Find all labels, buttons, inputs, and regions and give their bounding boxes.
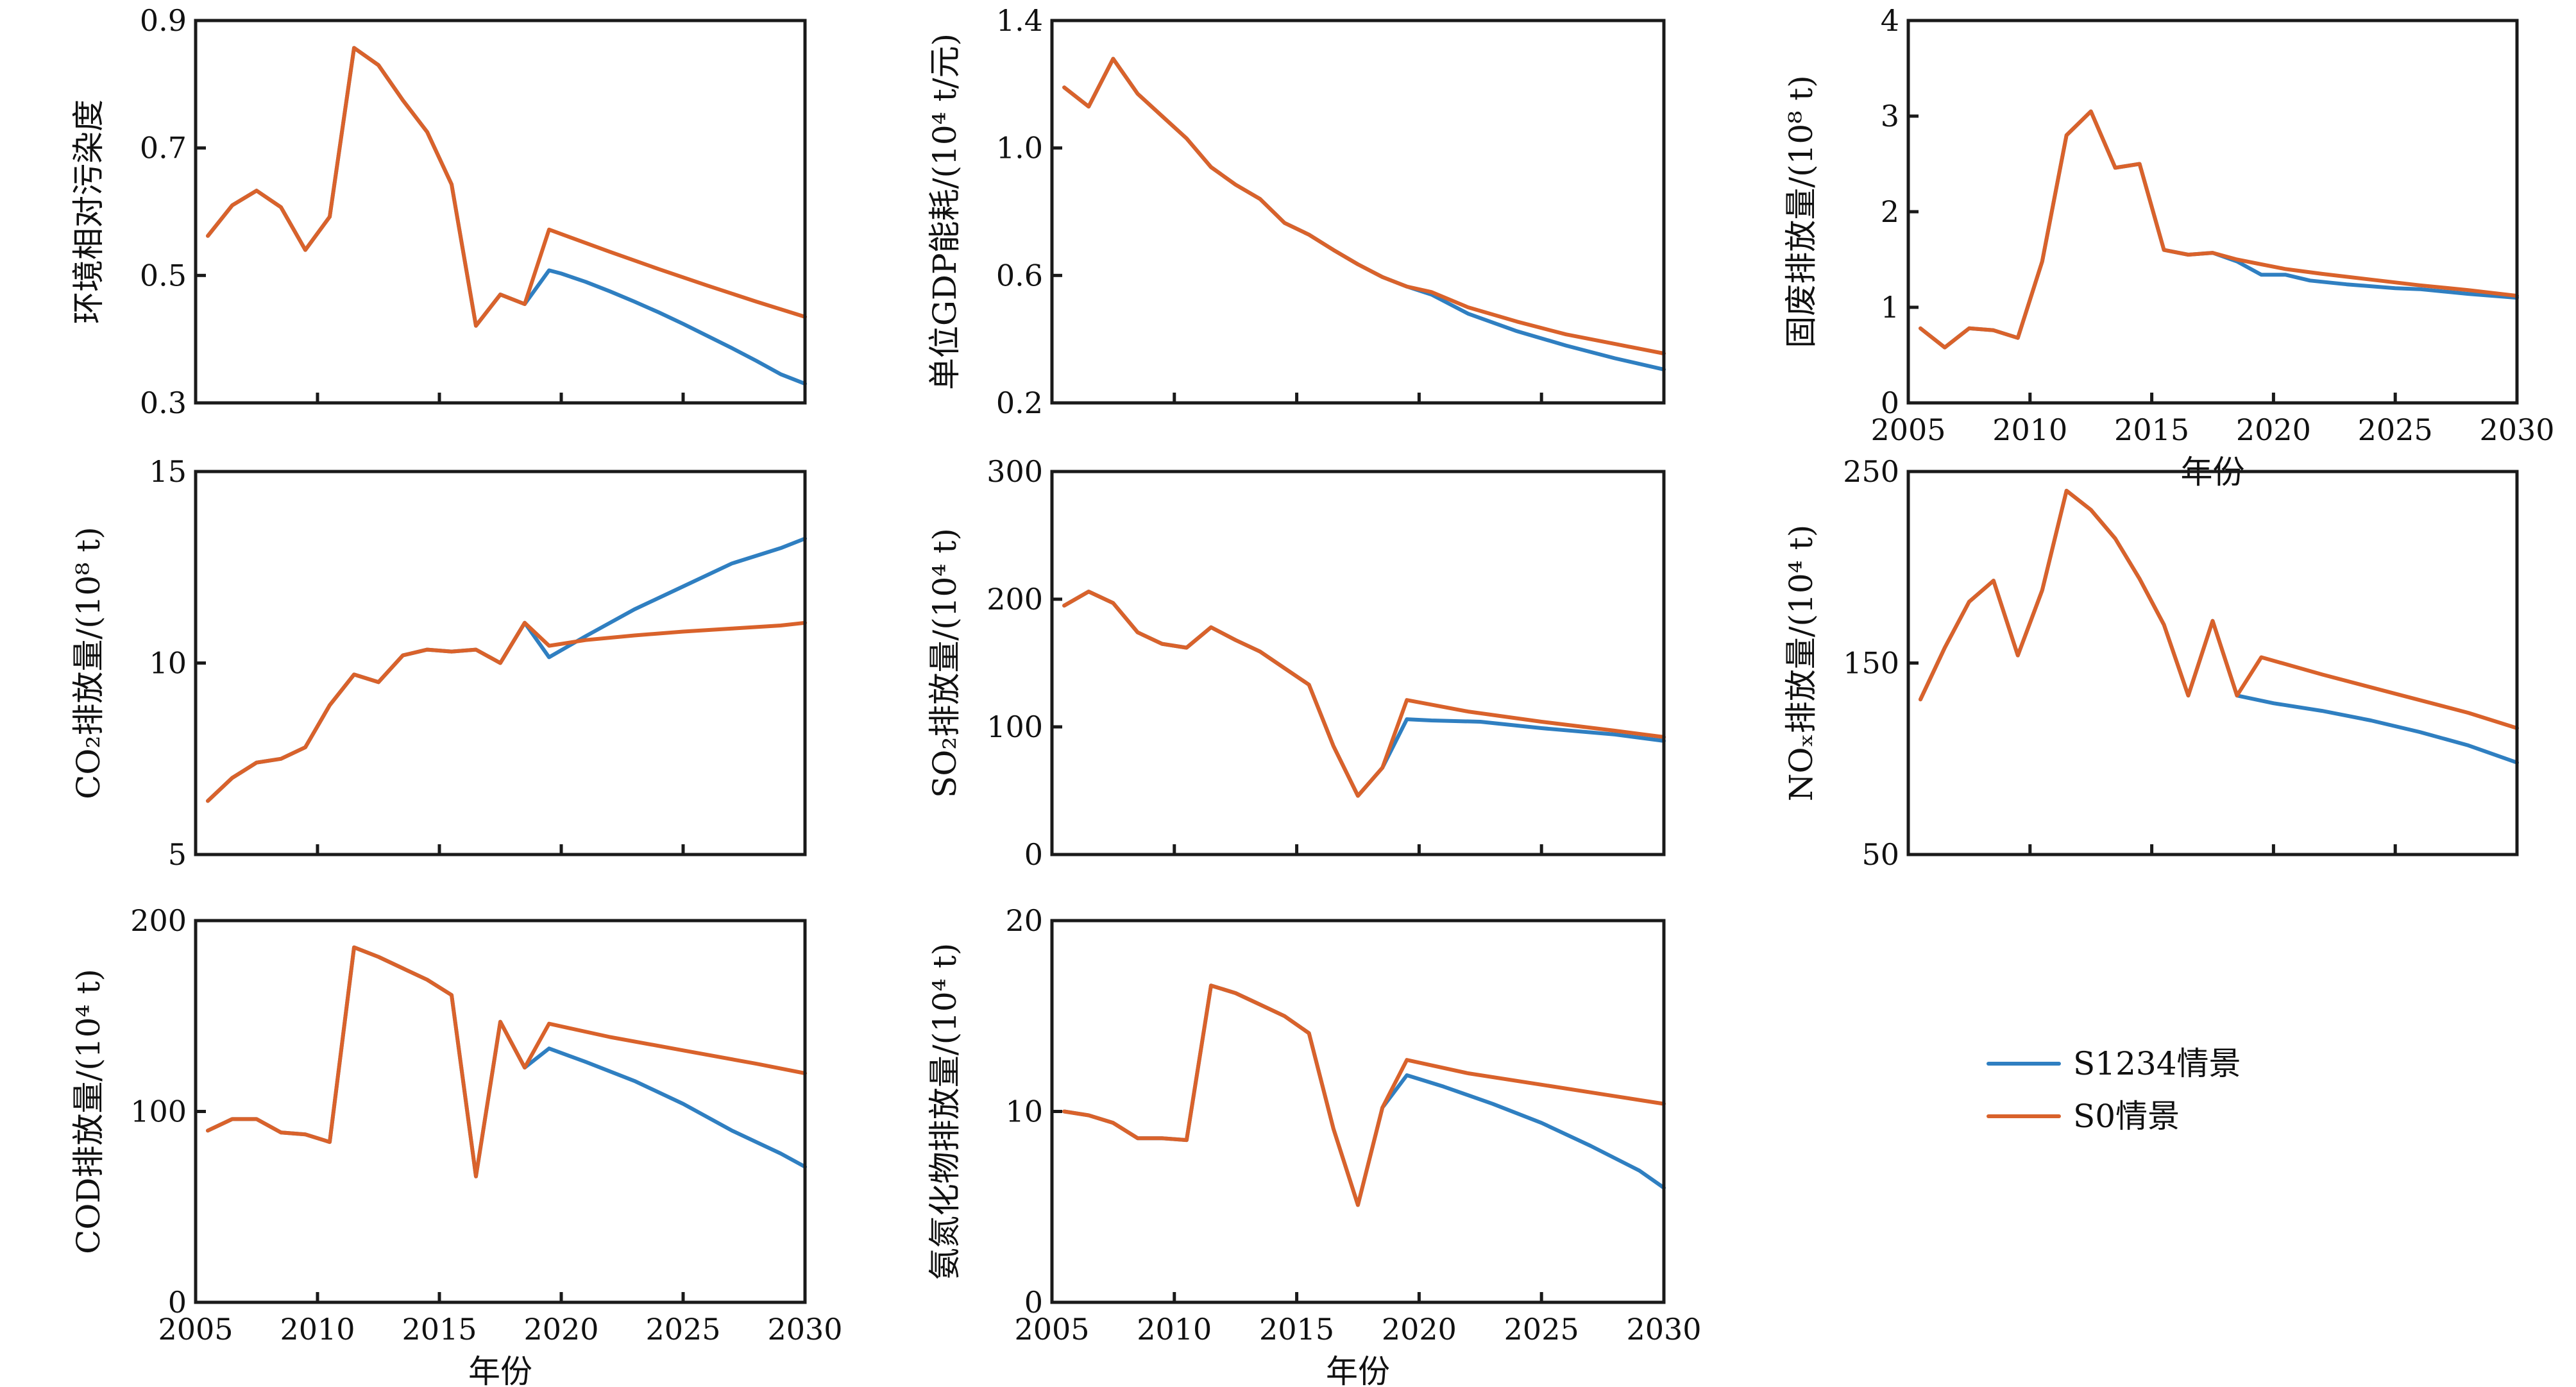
series-line-s0 — [1062, 56, 1666, 355]
y-tick-label: 0 — [168, 1285, 187, 1320]
y-axis-title: COD排放量/(10⁴ t) — [70, 969, 107, 1254]
x-axis-title: 年份 — [1326, 1353, 1390, 1387]
y-tick-label: 1.0 — [996, 131, 1043, 166]
legend: S1234情景 S0情景 — [1987, 1045, 2241, 1135]
series-line-s1234 — [1062, 983, 1666, 1207]
y-axis-title: 环境相对污染度 — [70, 99, 107, 324]
x-tick-label: 2010 — [280, 1312, 355, 1347]
y-tick-label: 0 — [1881, 386, 1899, 420]
legend-label-s1234: S1234情景 — [2073, 1045, 2241, 1082]
panel-5: 0 100 200 300 SO₂排放量/(10⁴ t) — [926, 454, 1666, 872]
y-tick-label: 0.7 — [140, 131, 187, 166]
series-line-s0 — [1062, 590, 1666, 798]
y-tick-label: 50 — [1861, 837, 1899, 872]
x-tick-label: 2015 — [2114, 413, 2189, 447]
y-tick-label: 1.4 — [996, 3, 1043, 38]
y-tick-label: 250 — [1843, 454, 1899, 489]
y-tick-label: 5 — [168, 837, 187, 872]
y-tick-label: 150 — [1843, 646, 1899, 681]
x-axis-title: 年份 — [468, 1353, 532, 1387]
x-tick-label: 2005 — [1870, 413, 1945, 447]
x-tick-label: 2025 — [645, 1312, 720, 1347]
y-tick-label: 10 — [149, 646, 187, 681]
panel-3: 2005 2010 2015 2020 2025 2030 0 1 2 3 4 固废排放量/(10⁸ … — [1783, 3, 2555, 491]
series-line-s1234 — [206, 945, 807, 1179]
series-line-s0 — [1062, 983, 1666, 1207]
panel-frame — [1906, 19, 2519, 405]
panel-frame — [1050, 919, 1666, 1304]
x-tick-label: 2030 — [2479, 413, 2554, 447]
y-axis-title: 氨氮化物排放量/(10⁴ t) — [926, 943, 963, 1281]
y-tick-label: 0.3 — [140, 386, 187, 420]
y-tick-label: 2 — [1881, 194, 1899, 229]
panel-4: 5 10 15 CO₂排放量/(10⁸ t) — [70, 454, 807, 872]
x-tick-label: 2005 — [1014, 1312, 1089, 1347]
panels-layer: 0.3 0.5 0.7 0.9 环境相对污染度 0.2 0.6 1.0 1.4 单位GDP能耗/(… — [70, 3, 2555, 1387]
x-tick-label: 2020 — [2236, 413, 2311, 447]
y-tick-label: 200 — [130, 903, 187, 938]
panel-7: 2005 2010 2015 2020 2025 2030 0 100 200 COD排放量/(1… — [70, 903, 843, 1387]
panel-2: 0.2 0.6 1.0 1.4 单位GDP能耗/(10⁴ t/元) — [926, 3, 1666, 420]
panel-frame — [1906, 470, 2519, 856]
panel-frame — [1050, 470, 1666, 856]
x-tick-label: 2015 — [1259, 1312, 1334, 1347]
x-tick-label: 2025 — [2358, 413, 2433, 447]
series-line-s0 — [206, 46, 807, 328]
y-tick-label: 0 — [1024, 1285, 1043, 1320]
y-tick-label: 0.6 — [996, 258, 1043, 293]
y-axis-title: SO₂排放量/(10⁴ t) — [926, 528, 963, 798]
x-tick-label: 2010 — [1137, 1312, 1212, 1347]
y-tick-label: 0.9 — [140, 3, 187, 38]
legend-label-s0: S0情景 — [2073, 1098, 2180, 1135]
x-tick-label: 2005 — [158, 1312, 233, 1347]
panel-8: 2005 2010 2015 2020 2025 2030 0 10 20 氨氮化物排放量/(10… — [926, 903, 1702, 1387]
y-tick-label: 3 — [1881, 99, 1899, 133]
y-tick-label: 20 — [1005, 903, 1043, 938]
y-tick-label: 200 — [987, 582, 1043, 617]
y-axis-title: 单位GDP能耗/(10⁴ t/元) — [926, 33, 963, 390]
y-axis-title: 固废排放量/(10⁸ t) — [1783, 75, 1820, 348]
y-axis-title: CO₂排放量/(10⁸ t) — [70, 527, 107, 799]
series-line-s1234 — [206, 536, 807, 803]
x-tick-label: 2020 — [1382, 1312, 1457, 1347]
series-line-s0 — [206, 945, 807, 1179]
panel-frame — [1050, 19, 1666, 405]
y-tick-label: 100 — [987, 710, 1043, 744]
panel-1: 0.3 0.5 0.7 0.9 环境相对污染度 — [70, 3, 807, 420]
panel-frame — [194, 919, 807, 1304]
y-tick-label: 0 — [1024, 837, 1043, 872]
panel-6: 50 150 250 NOₓ排放量/(10⁴ t) — [1783, 454, 2519, 872]
y-tick-label: 0.2 — [996, 386, 1043, 420]
series-line-s0 — [206, 620, 807, 803]
x-tick-label: 2025 — [1504, 1312, 1579, 1347]
series-line-s1234 — [1062, 590, 1666, 798]
y-axis-title: NOₓ排放量/(10⁴ t) — [1783, 525, 1820, 801]
series-line-s1234 — [1062, 56, 1666, 371]
x-tick-label: 2015 — [402, 1312, 477, 1347]
y-tick-label: 300 — [987, 454, 1043, 489]
y-tick-label: 100 — [130, 1094, 187, 1129]
y-tick-label: 0.5 — [140, 258, 187, 293]
x-tick-label: 2010 — [1992, 413, 2067, 447]
series-line-s0 — [1919, 488, 2519, 730]
y-tick-label: 15 — [149, 454, 187, 489]
y-tick-label: 1 — [1881, 290, 1899, 325]
panel-frame — [194, 19, 807, 405]
series-line-s0 — [1919, 109, 2519, 350]
x-tick-label: 2030 — [767, 1312, 842, 1347]
x-tick-label: 2030 — [1626, 1312, 1701, 1347]
series-line-s1234 — [206, 46, 807, 386]
series-line-s1234 — [1919, 109, 2519, 350]
y-tick-label: 10 — [1005, 1094, 1043, 1129]
y-tick-label: 4 — [1881, 3, 1899, 38]
x-tick-label: 2020 — [523, 1312, 598, 1347]
